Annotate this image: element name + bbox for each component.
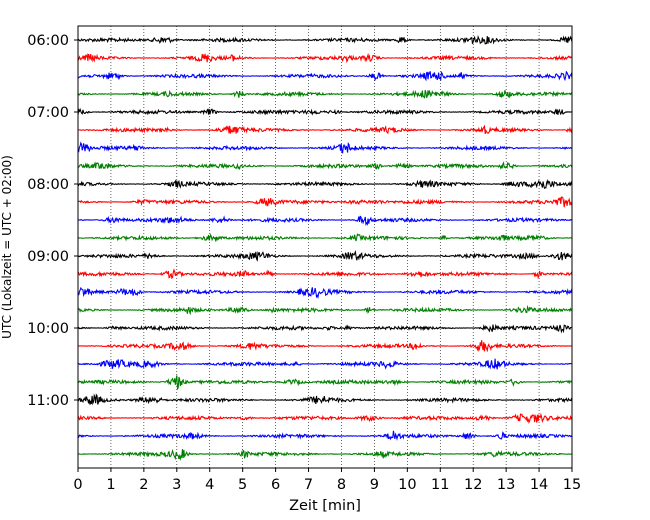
trace-1045 <box>77 375 573 391</box>
y-tick-label-3: 09:00 <box>27 249 69 265</box>
x-tick-label-14: 14 <box>530 477 548 493</box>
x-tick-label-4: 4 <box>205 477 214 493</box>
trace-1115 <box>77 412 573 425</box>
x-tick-label-11: 11 <box>431 477 449 493</box>
y-tick-label-1: 07:00 <box>27 105 69 121</box>
x-tick-label-9: 9 <box>370 477 379 493</box>
trace-0900 <box>77 249 573 262</box>
trace-0645 <box>77 89 573 99</box>
trace-0615 <box>77 52 573 64</box>
y-tick-label-4: 10:00 <box>27 321 69 337</box>
y-tick-label-5: 11:00 <box>27 393 69 409</box>
x-tick-label-5: 5 <box>238 477 247 493</box>
x-tick-label-12: 12 <box>464 477 482 493</box>
trace-0815 <box>77 196 573 208</box>
trace-0915 <box>77 268 573 280</box>
trace-1000 <box>77 323 573 334</box>
x-tick-label-3: 3 <box>172 477 181 493</box>
trace-1015 <box>77 340 573 353</box>
x-axis-ticks: 0 1 2 3 4 5 6 7 8 9 10 11 12 13 14 15 <box>73 468 581 493</box>
x-axis-label: Zeit [min] <box>289 498 361 514</box>
x-tick-label-6: 6 <box>271 477 280 493</box>
trace-0845 <box>77 232 573 243</box>
y-tick-label-0: 06:00 <box>27 33 69 49</box>
seismic-traces <box>77 35 573 461</box>
trace-1130 <box>77 430 573 441</box>
x-tick-label-1: 1 <box>106 477 115 493</box>
x-tick-label-10: 10 <box>398 477 416 493</box>
x-tick-label-0: 0 <box>73 477 82 493</box>
trace-0830 <box>77 215 573 227</box>
trace-0730 <box>77 141 573 154</box>
y-axis-label: UTC (Lokalzeit = UTC + 02:00) <box>0 155 14 339</box>
y-tick-label-2: 08:00 <box>27 177 69 193</box>
x-tick-label-2: 2 <box>139 477 148 493</box>
trace-1030 <box>77 358 573 370</box>
trace-0600 <box>77 35 573 45</box>
trace-0800 <box>77 178 573 190</box>
x-tick-label-15: 15 <box>563 477 581 493</box>
x-tick-label-13: 13 <box>497 477 515 493</box>
trace-1145 <box>77 448 573 461</box>
trace-0945 <box>77 304 573 316</box>
x-tick-label-7: 7 <box>304 477 313 493</box>
plot-frame <box>77 25 573 469</box>
trace-0745 <box>77 161 573 171</box>
trace-0700 <box>77 107 573 116</box>
y-axis-ticks: 06:00 07:00 08:00 09:00 10:00 11:00 <box>27 33 78 409</box>
x-tick-label-8: 8 <box>337 477 346 493</box>
trace-0630 <box>77 70 573 82</box>
trace-1100 <box>77 393 573 406</box>
trace-0715 <box>77 124 573 135</box>
trace-0930 <box>77 286 573 300</box>
